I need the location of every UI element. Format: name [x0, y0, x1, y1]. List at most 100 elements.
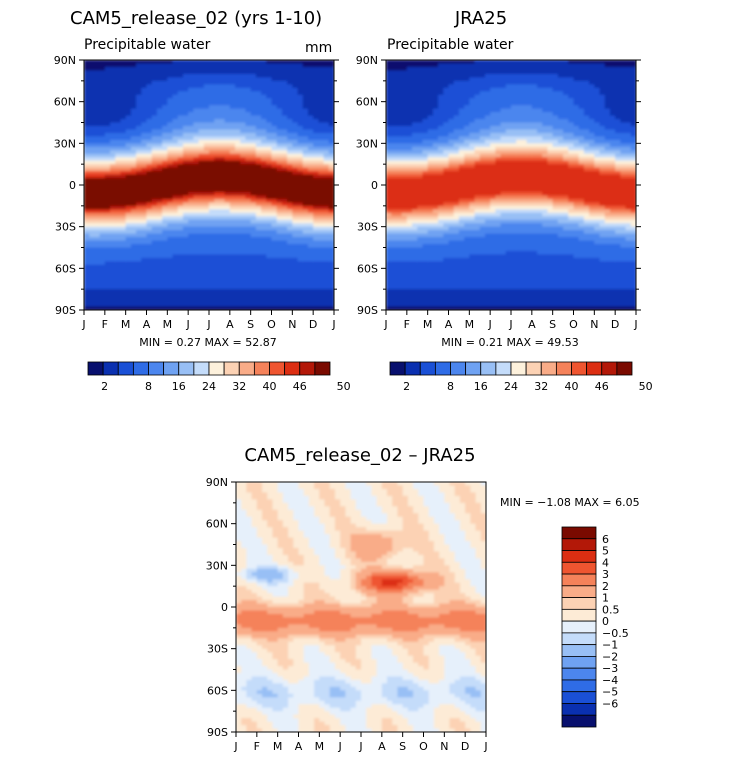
contour-cell — [432, 160, 439, 165]
contour-cell — [276, 240, 283, 245]
contour-cell — [84, 112, 90, 117]
contour-cell — [276, 278, 283, 283]
contour-cell — [188, 157, 194, 162]
contour-cell — [240, 212, 247, 217]
contour-cell — [219, 77, 226, 82]
contour-cell — [474, 115, 481, 120]
contour-cell — [125, 101, 132, 106]
contour-cell — [162, 285, 168, 290]
contour-cell — [250, 160, 257, 165]
contour-cell — [219, 244, 226, 249]
contour-cell — [162, 101, 168, 106]
contour-cell — [427, 299, 434, 304]
contour-cell — [125, 254, 132, 259]
contour-cell — [235, 98, 241, 103]
contour-cell — [406, 178, 413, 183]
contour-cell — [412, 167, 418, 172]
contour-cell — [209, 226, 215, 231]
contour-cell — [250, 226, 257, 231]
contour-cell — [182, 303, 189, 308]
contour-cell — [172, 268, 179, 273]
contour-cell — [104, 73, 111, 78]
contour-cell — [438, 181, 444, 186]
contour-cell — [115, 174, 122, 179]
contour-cell — [297, 247, 304, 252]
contour-cell — [209, 289, 215, 294]
contour-cell — [162, 219, 168, 224]
contour-cell — [484, 275, 491, 280]
contour-cell — [448, 306, 455, 310]
contour-cell — [401, 195, 408, 200]
contour-cell — [438, 70, 444, 75]
contour-cell — [182, 129, 189, 134]
contour-cell — [427, 132, 434, 137]
contour-cell — [214, 254, 221, 259]
contour-cell — [406, 285, 413, 290]
contour-cell — [396, 94, 403, 99]
contour-cell — [245, 94, 252, 99]
contour-cell — [156, 66, 163, 72]
contour-cell — [193, 289, 200, 294]
contour-cell — [130, 63, 137, 68]
contour-cell — [240, 257, 247, 262]
contour-cell — [146, 150, 153, 155]
contour-cell — [422, 119, 429, 124]
contour-cell — [401, 285, 408, 290]
contour-cell — [276, 237, 283, 242]
contour-cell — [266, 73, 273, 78]
contour-cell — [386, 98, 392, 103]
contour-cell — [141, 157, 148, 162]
contour-cell — [136, 77, 142, 82]
contour-cell — [464, 289, 470, 294]
contour-cell — [193, 275, 200, 280]
contour-cell — [287, 191, 293, 197]
contour-cell — [224, 209, 231, 214]
contour-cell — [458, 77, 465, 82]
contour-cell — [443, 296, 450, 301]
contour-cell — [453, 285, 460, 290]
contour-cell — [219, 261, 226, 266]
contour-cell — [203, 254, 210, 259]
contour-cell — [406, 240, 413, 245]
contour-cell — [323, 216, 330, 221]
contour-cell — [474, 264, 481, 269]
contour-cell — [386, 153, 392, 158]
contour-cell — [443, 66, 450, 72]
contour-cell — [458, 254, 465, 259]
contour-cell — [328, 98, 334, 103]
contour-cell — [89, 303, 96, 308]
contour-cell — [469, 271, 476, 276]
contour-cell — [417, 178, 424, 183]
contour-cell — [297, 209, 304, 214]
contour-cell — [266, 174, 273, 179]
contour-cell — [417, 122, 424, 127]
contour-cell — [318, 250, 325, 256]
contour-cell — [427, 188, 434, 193]
contour-cell — [386, 150, 392, 155]
contour-cell — [323, 292, 330, 297]
contour-cell — [193, 77, 200, 82]
contour-cell — [318, 292, 325, 297]
contour-cell — [422, 230, 429, 235]
contour-cell — [240, 66, 247, 72]
contour-cell — [261, 167, 267, 172]
contour-cell — [432, 63, 439, 68]
contour-cell — [156, 212, 163, 217]
contour-cell — [219, 303, 226, 308]
contour-cell — [162, 91, 168, 96]
contour-cell — [240, 157, 247, 162]
contour-cell — [484, 112, 491, 117]
contour-cell — [188, 202, 194, 207]
contour-cell — [130, 195, 137, 200]
contour-cell — [323, 146, 330, 151]
contour-cell — [203, 136, 210, 141]
contour-cell — [214, 296, 221, 301]
contour-cell — [84, 91, 90, 96]
contour-cell — [474, 70, 481, 75]
contour-cell — [136, 80, 142, 85]
contour-cell — [458, 299, 465, 304]
contour-cell — [318, 306, 325, 310]
contour-cell — [115, 164, 122, 169]
contour-cell — [287, 271, 293, 276]
contour-cell — [261, 129, 267, 134]
